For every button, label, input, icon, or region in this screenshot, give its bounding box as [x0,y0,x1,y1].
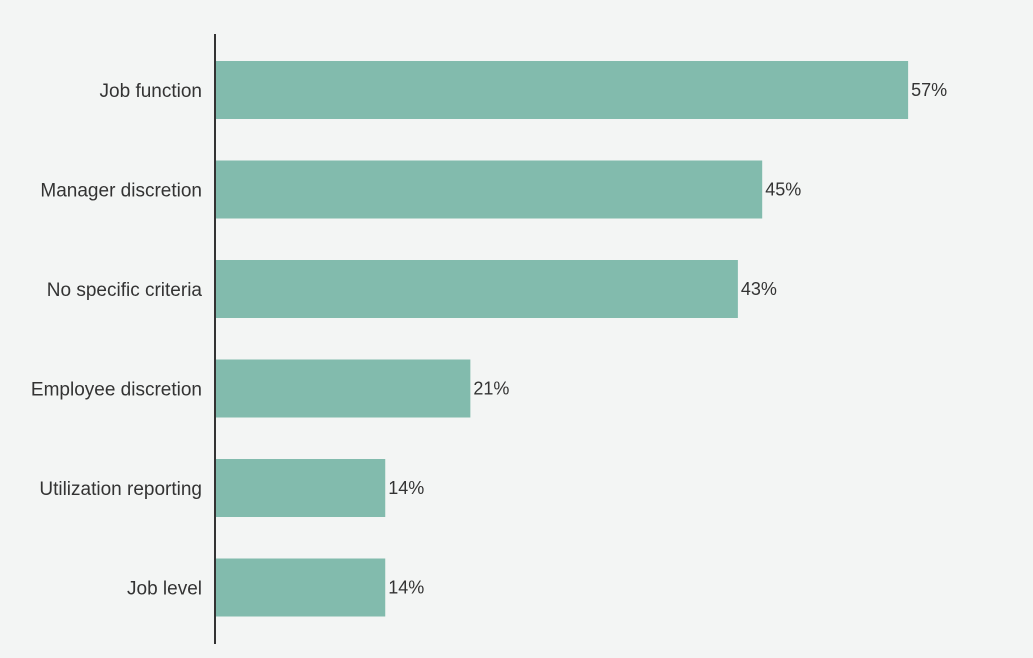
value-label: 43% [741,279,777,299]
bar [215,160,763,219]
value-label: 14% [388,478,424,498]
bar [215,359,471,418]
category-label: No specific criteria [47,280,203,301]
value-label: 45% [765,180,801,200]
bar [215,260,738,318]
category-label: Employee discretion [31,380,202,401]
value-label: 21% [473,379,509,399]
category-label: Utilization reporting [39,479,202,500]
bars-layer [215,61,909,617]
category-label: Manager discretion [40,181,202,202]
value-label: 57% [911,80,947,100]
category-labels-layer: Job function Manager discretion No specifi… [31,81,203,600]
category-label: Job level [127,579,202,600]
bar [215,61,909,119]
value-labels-layer: 57% 45% 43% 21% 14% 14% [388,80,947,598]
value-label: 14% [388,578,424,598]
category-label: Job function [100,81,202,102]
bar [215,459,386,517]
bar [215,558,386,617]
